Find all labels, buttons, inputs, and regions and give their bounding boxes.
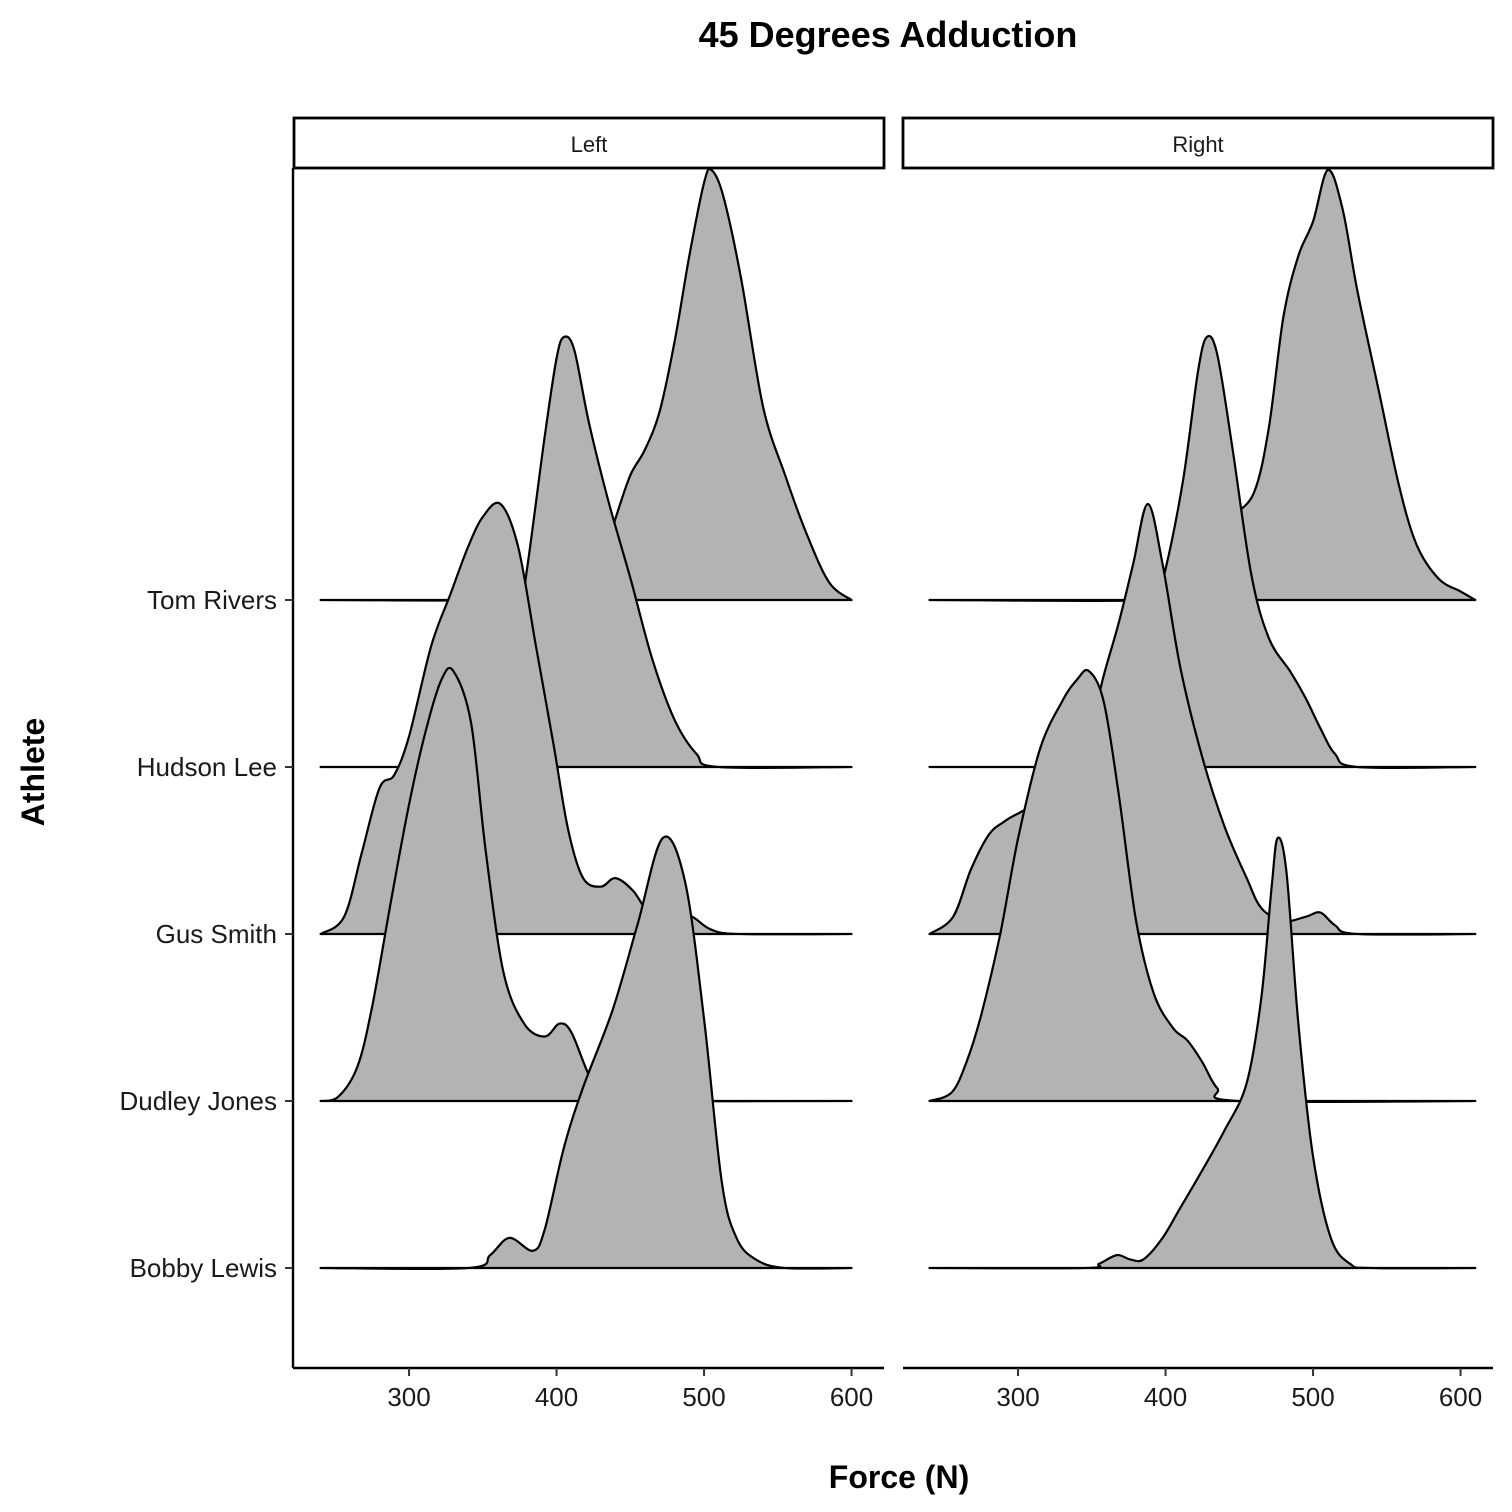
x-tick-label-left-600: 600 — [830, 1382, 873, 1412]
x-tick-label-right-300: 300 — [996, 1382, 1039, 1412]
chart-title: 45 Degrees Adduction — [699, 14, 1078, 55]
density-ridge-left-bobby-lewis — [319, 835, 853, 1271]
y-tick-label-dudley-jones: Dudley Jones — [119, 1086, 277, 1116]
y-ticks: Bobby Lewis Dudley Jones Gus Smith Hudson L… — [119, 585, 293, 1283]
x-tick-label-right-400: 400 — [1144, 1382, 1187, 1412]
y-tick-label-tom-rivers: Tom Rivers — [147, 585, 277, 615]
x-tick-label-left-500: 500 — [682, 1382, 725, 1412]
ridges-left — [319, 168, 853, 1271]
x-tick-label-right-600: 600 — [1439, 1382, 1482, 1412]
y-axis-title: Athlete — [15, 718, 51, 826]
density-ridge-right-bobby-lewis — [928, 836, 1477, 1270]
ridges-right — [928, 168, 1477, 1270]
x-ticks-left: 300 400 500 600 — [387, 1368, 873, 1412]
y-tick-label-bobby-lewis: Bobby Lewis — [130, 1253, 277, 1283]
x-axis-title: Force (N) — [829, 1459, 969, 1495]
x-tick-label-right-500: 500 — [1291, 1382, 1334, 1412]
facet-strip-right — [901, 116, 1495, 170]
y-tick-label-gus-smith: Gus Smith — [156, 919, 277, 949]
facet-strip-left — [292, 116, 886, 170]
facet-strip-label-left: Left — [571, 132, 608, 157]
y-tick-label-hudson-lee: Hudson Lee — [137, 752, 277, 782]
facet-panel-right: Right 300 400 500 600 — [901, 116, 1495, 1412]
x-tick-label-left-400: 400 — [535, 1382, 578, 1412]
x-tick-label-left-300: 300 — [387, 1382, 430, 1412]
facet-strip-label-right: Right — [1172, 132, 1223, 157]
density-ridge-right-dudley-jones — [928, 669, 1477, 1104]
x-ticks-right: 300 400 500 600 — [996, 1368, 1482, 1412]
facet-panel-left: Left 300 400 500 600 — [292, 116, 886, 1412]
